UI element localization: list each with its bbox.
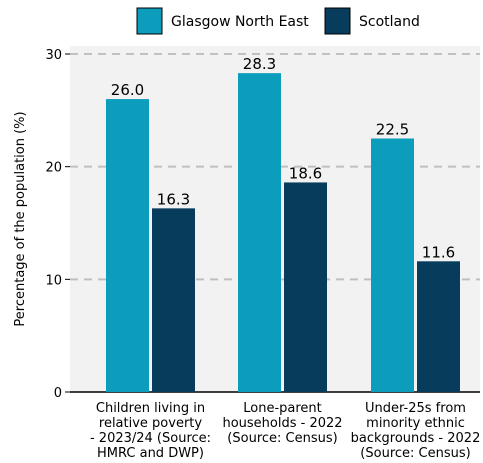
legend-label-scotland: Scotland <box>359 14 420 30</box>
value-label-glasgow-north-east-0: 26.0 <box>111 81 144 99</box>
y-tick-label-1: 10 <box>45 273 62 288</box>
legend: Glasgow North East Scotland <box>136 7 420 35</box>
bar-scotland-1 <box>284 182 327 392</box>
category-labels: Children living in relative poverty - 2023… <box>90 401 480 461</box>
value-label-scotland-2: 11.6 <box>422 243 455 261</box>
value-label-scotland-1: 18.6 <box>289 164 322 182</box>
y-tick-label-0: 0 <box>54 386 62 401</box>
value-label-glasgow-north-east-1: 28.3 <box>243 55 276 73</box>
bar-scotland-2 <box>417 261 460 392</box>
value-labels: 26.0 28.3 22.5 16.3 18.6 11.6 <box>111 55 455 261</box>
category-label-2: Under-25s from minority ethnic backgrounds… <box>351 401 481 461</box>
legend-label-glasgow-north-east: Glasgow North East <box>171 14 309 30</box>
y-tick-label-2: 20 <box>45 161 62 176</box>
bar-glasgow-north-east-2 <box>371 138 414 392</box>
bars <box>106 73 460 393</box>
category-label-0: Children living in relative poverty - 2023… <box>90 401 211 461</box>
y-axis-title: Percentage of the population (%) <box>13 111 28 326</box>
value-label-scotland-0: 16.3 <box>157 190 190 208</box>
bar-scotland-0 <box>152 208 195 392</box>
category-label-1: Lone-parent households - 2022 (Source: Cen… <box>222 401 342 446</box>
y-tick-label-3: 30 <box>45 48 62 63</box>
bar-glasgow-north-east-0 <box>106 99 149 393</box>
legend-swatch-scotland <box>324 7 351 35</box>
value-label-glasgow-north-east-2: 22.5 <box>376 121 409 139</box>
bar-glasgow-north-east-1 <box>238 73 281 393</box>
legend-swatch-glasgow-north-east <box>136 7 163 35</box>
